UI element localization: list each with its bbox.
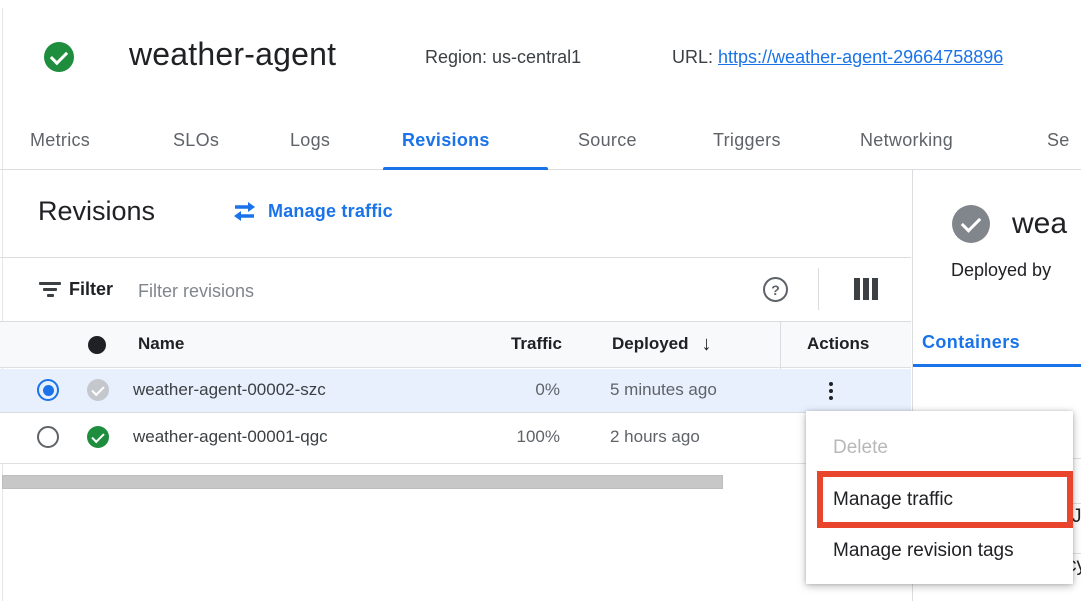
table-header-row: Name Traffic Deployed ↓ Actions bbox=[0, 322, 911, 368]
page-left-edge bbox=[2, 8, 3, 601]
region-label: Region: us-central1 bbox=[425, 47, 582, 67]
manage-traffic-button[interactable]: Manage traffic bbox=[232, 201, 393, 222]
manage-traffic-label: Manage traffic bbox=[268, 201, 393, 221]
filter-divider bbox=[818, 268, 819, 310]
tab-slos[interactable]: SLOs bbox=[173, 130, 220, 150]
panel-revision-title: wea bbox=[1012, 207, 1068, 240]
service-status-check-icon bbox=[44, 42, 74, 72]
menu-item-delete: Delete bbox=[833, 437, 888, 458]
column-display-icon[interactable] bbox=[854, 278, 878, 300]
swap-arrows-icon bbox=[232, 202, 257, 221]
tab-logs[interactable]: Logs bbox=[290, 130, 331, 150]
section-divider bbox=[0, 257, 911, 258]
service-url-link[interactable]: https://weather-agent-29664758896 bbox=[718, 47, 1004, 67]
row-actions-context-menu: Delete Manage traffic Manage revision ta… bbox=[806, 411, 1073, 584]
table-row-revision-00001[interactable]: weather-agent-00001-qgc 100% 2 hours ago bbox=[0, 413, 911, 464]
panel-divider bbox=[912, 170, 913, 601]
radio-unselected[interactable] bbox=[37, 426, 59, 448]
filter-label[interactable]: Filter bbox=[69, 279, 114, 299]
green-check-circle-icon bbox=[87, 426, 109, 448]
filter-icon bbox=[38, 282, 62, 298]
revision-deployed: 5 minutes ago bbox=[610, 380, 717, 399]
tab-metrics[interactable]: Metrics bbox=[30, 130, 91, 150]
tab-security[interactable]: Se bbox=[1047, 130, 1070, 150]
status-column-icon bbox=[88, 336, 106, 354]
filter-bottom-divider bbox=[0, 321, 911, 322]
page-title: weather-agent bbox=[129, 36, 337, 72]
panel-clipped-text: J bbox=[1072, 506, 1081, 527]
horizontal-scrollbar[interactable] bbox=[2, 475, 723, 489]
tab-networking[interactable]: Networking bbox=[860, 130, 954, 150]
filter-revisions-input[interactable] bbox=[136, 272, 700, 310]
radio-selected[interactable] bbox=[37, 379, 59, 401]
tab-revisions[interactable]: Revisions bbox=[402, 130, 490, 150]
sort-descending-icon: ↓ bbox=[701, 333, 712, 355]
column-header-actions: Actions bbox=[807, 334, 870, 353]
column-header-name[interactable]: Name bbox=[138, 334, 185, 353]
gray-check-circle-icon bbox=[87, 379, 109, 401]
revision-deployed: 2 hours ago bbox=[610, 427, 700, 446]
tab-source[interactable]: Source bbox=[578, 130, 637, 150]
table-row-revision-00002[interactable]: weather-agent-00002-szc 0% 5 minutes ago bbox=[0, 369, 911, 413]
active-tab-indicator bbox=[383, 167, 548, 170]
column-header-traffic[interactable]: Traffic bbox=[510, 334, 562, 353]
panel-deployed-by: Deployed by bbox=[951, 260, 1052, 280]
revisions-heading: Revisions bbox=[38, 196, 156, 226]
url-row: URL: https://weather-agent-29664758896 bbox=[672, 47, 1003, 68]
tab-containers[interactable]: Containers bbox=[922, 332, 1021, 352]
deployed-header-label: Deployed bbox=[612, 334, 689, 353]
help-icon[interactable]: ? bbox=[763, 277, 788, 302]
revision-name: weather-agent-00001-qgc bbox=[133, 427, 328, 446]
containers-tab-indicator bbox=[913, 364, 1081, 367]
revision-traffic: 0% bbox=[535, 380, 560, 399]
row-actions-menu-icon[interactable] bbox=[822, 377, 840, 405]
revision-traffic: 100% bbox=[516, 427, 560, 446]
url-label: URL: bbox=[672, 47, 714, 67]
menu-item-manage-traffic[interactable]: Manage traffic bbox=[833, 489, 954, 510]
tab-triggers[interactable]: Triggers bbox=[713, 130, 781, 150]
revision-status-gray-check-icon bbox=[952, 205, 990, 243]
column-header-deployed[interactable]: Deployed ↓ bbox=[612, 334, 712, 354]
revision-name: weather-agent-00002-szc bbox=[133, 380, 326, 399]
menu-item-manage-revision-tags[interactable]: Manage revision tags bbox=[833, 540, 1014, 561]
